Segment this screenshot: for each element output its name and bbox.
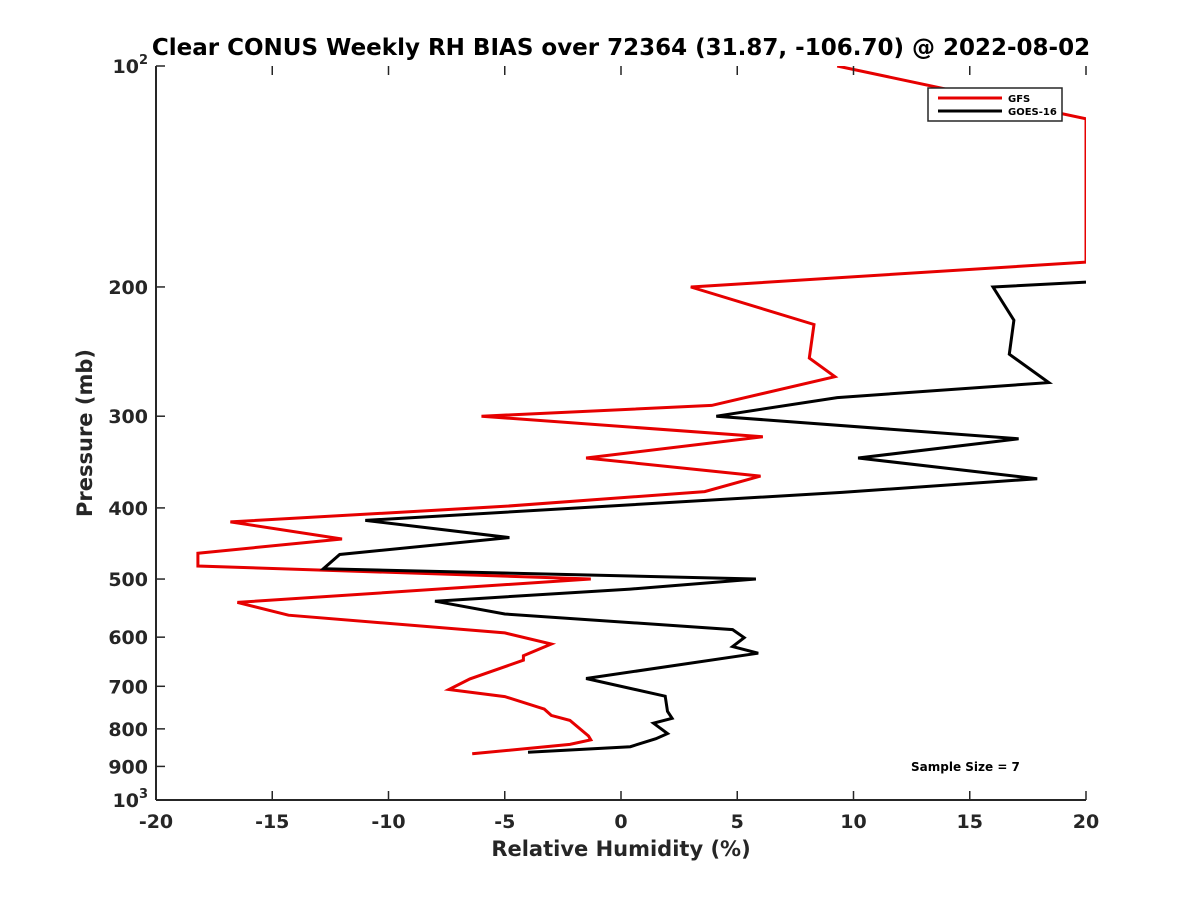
x-tick-label: 5 xyxy=(731,811,744,833)
sample-size-annotation: Sample Size = 7 xyxy=(911,760,1020,774)
legend-label-gfs: GFS xyxy=(1008,94,1030,105)
y-tick-label: 300 xyxy=(108,406,148,428)
y-tick-label: 800 xyxy=(108,719,148,741)
legend: GFS GOES-16 xyxy=(927,87,1063,122)
y-tick-label-base: 10 xyxy=(113,790,139,812)
axes: -20 -15 -10 -5 0 5 10 15 20 10220030040050060070… xyxy=(108,53,1099,833)
y-tick-label: 103 xyxy=(113,787,149,812)
legend-label-goes-16: GOES-16 xyxy=(1008,107,1057,118)
y-tick-label: 200 xyxy=(108,277,148,299)
series-layer xyxy=(196,66,1086,756)
x-tick-label: 15 xyxy=(957,811,983,833)
legend-box xyxy=(927,87,1063,122)
x-tick-label: -5 xyxy=(494,811,515,833)
x-tick-label: 10 xyxy=(840,811,866,833)
y-tick-label: 400 xyxy=(108,498,148,520)
y-tick-label: 102 xyxy=(113,53,149,78)
y-tick-label-base: 10 xyxy=(113,56,139,78)
series-line-gfs xyxy=(196,66,1086,756)
x-axis-label: Relative Humidity (%) xyxy=(491,837,750,861)
chart-title: Clear CONUS Weekly RH BIAS over 72364 (3… xyxy=(152,35,1090,61)
y-tick-label-exponent: 2 xyxy=(139,53,148,68)
y-tick-label: 500 xyxy=(108,569,148,591)
y-tick-label: 900 xyxy=(108,756,148,778)
x-tick-label: -10 xyxy=(371,811,405,833)
y-tick-label: 700 xyxy=(108,676,148,698)
x-ticks: -20 -15 -10 -5 0 5 10 15 20 xyxy=(139,66,1099,833)
y-tick-label: 600 xyxy=(108,627,148,649)
y-axis-label: Pressure (mb) xyxy=(73,349,97,517)
x-tick-label: -15 xyxy=(255,811,289,833)
x-tick-label: -20 xyxy=(139,811,173,833)
x-tick-label: 0 xyxy=(614,811,627,833)
series-line-goes-16 xyxy=(319,280,1086,754)
y-tick-label-exponent: 3 xyxy=(139,787,148,802)
x-tick-label: 20 xyxy=(1073,811,1099,833)
